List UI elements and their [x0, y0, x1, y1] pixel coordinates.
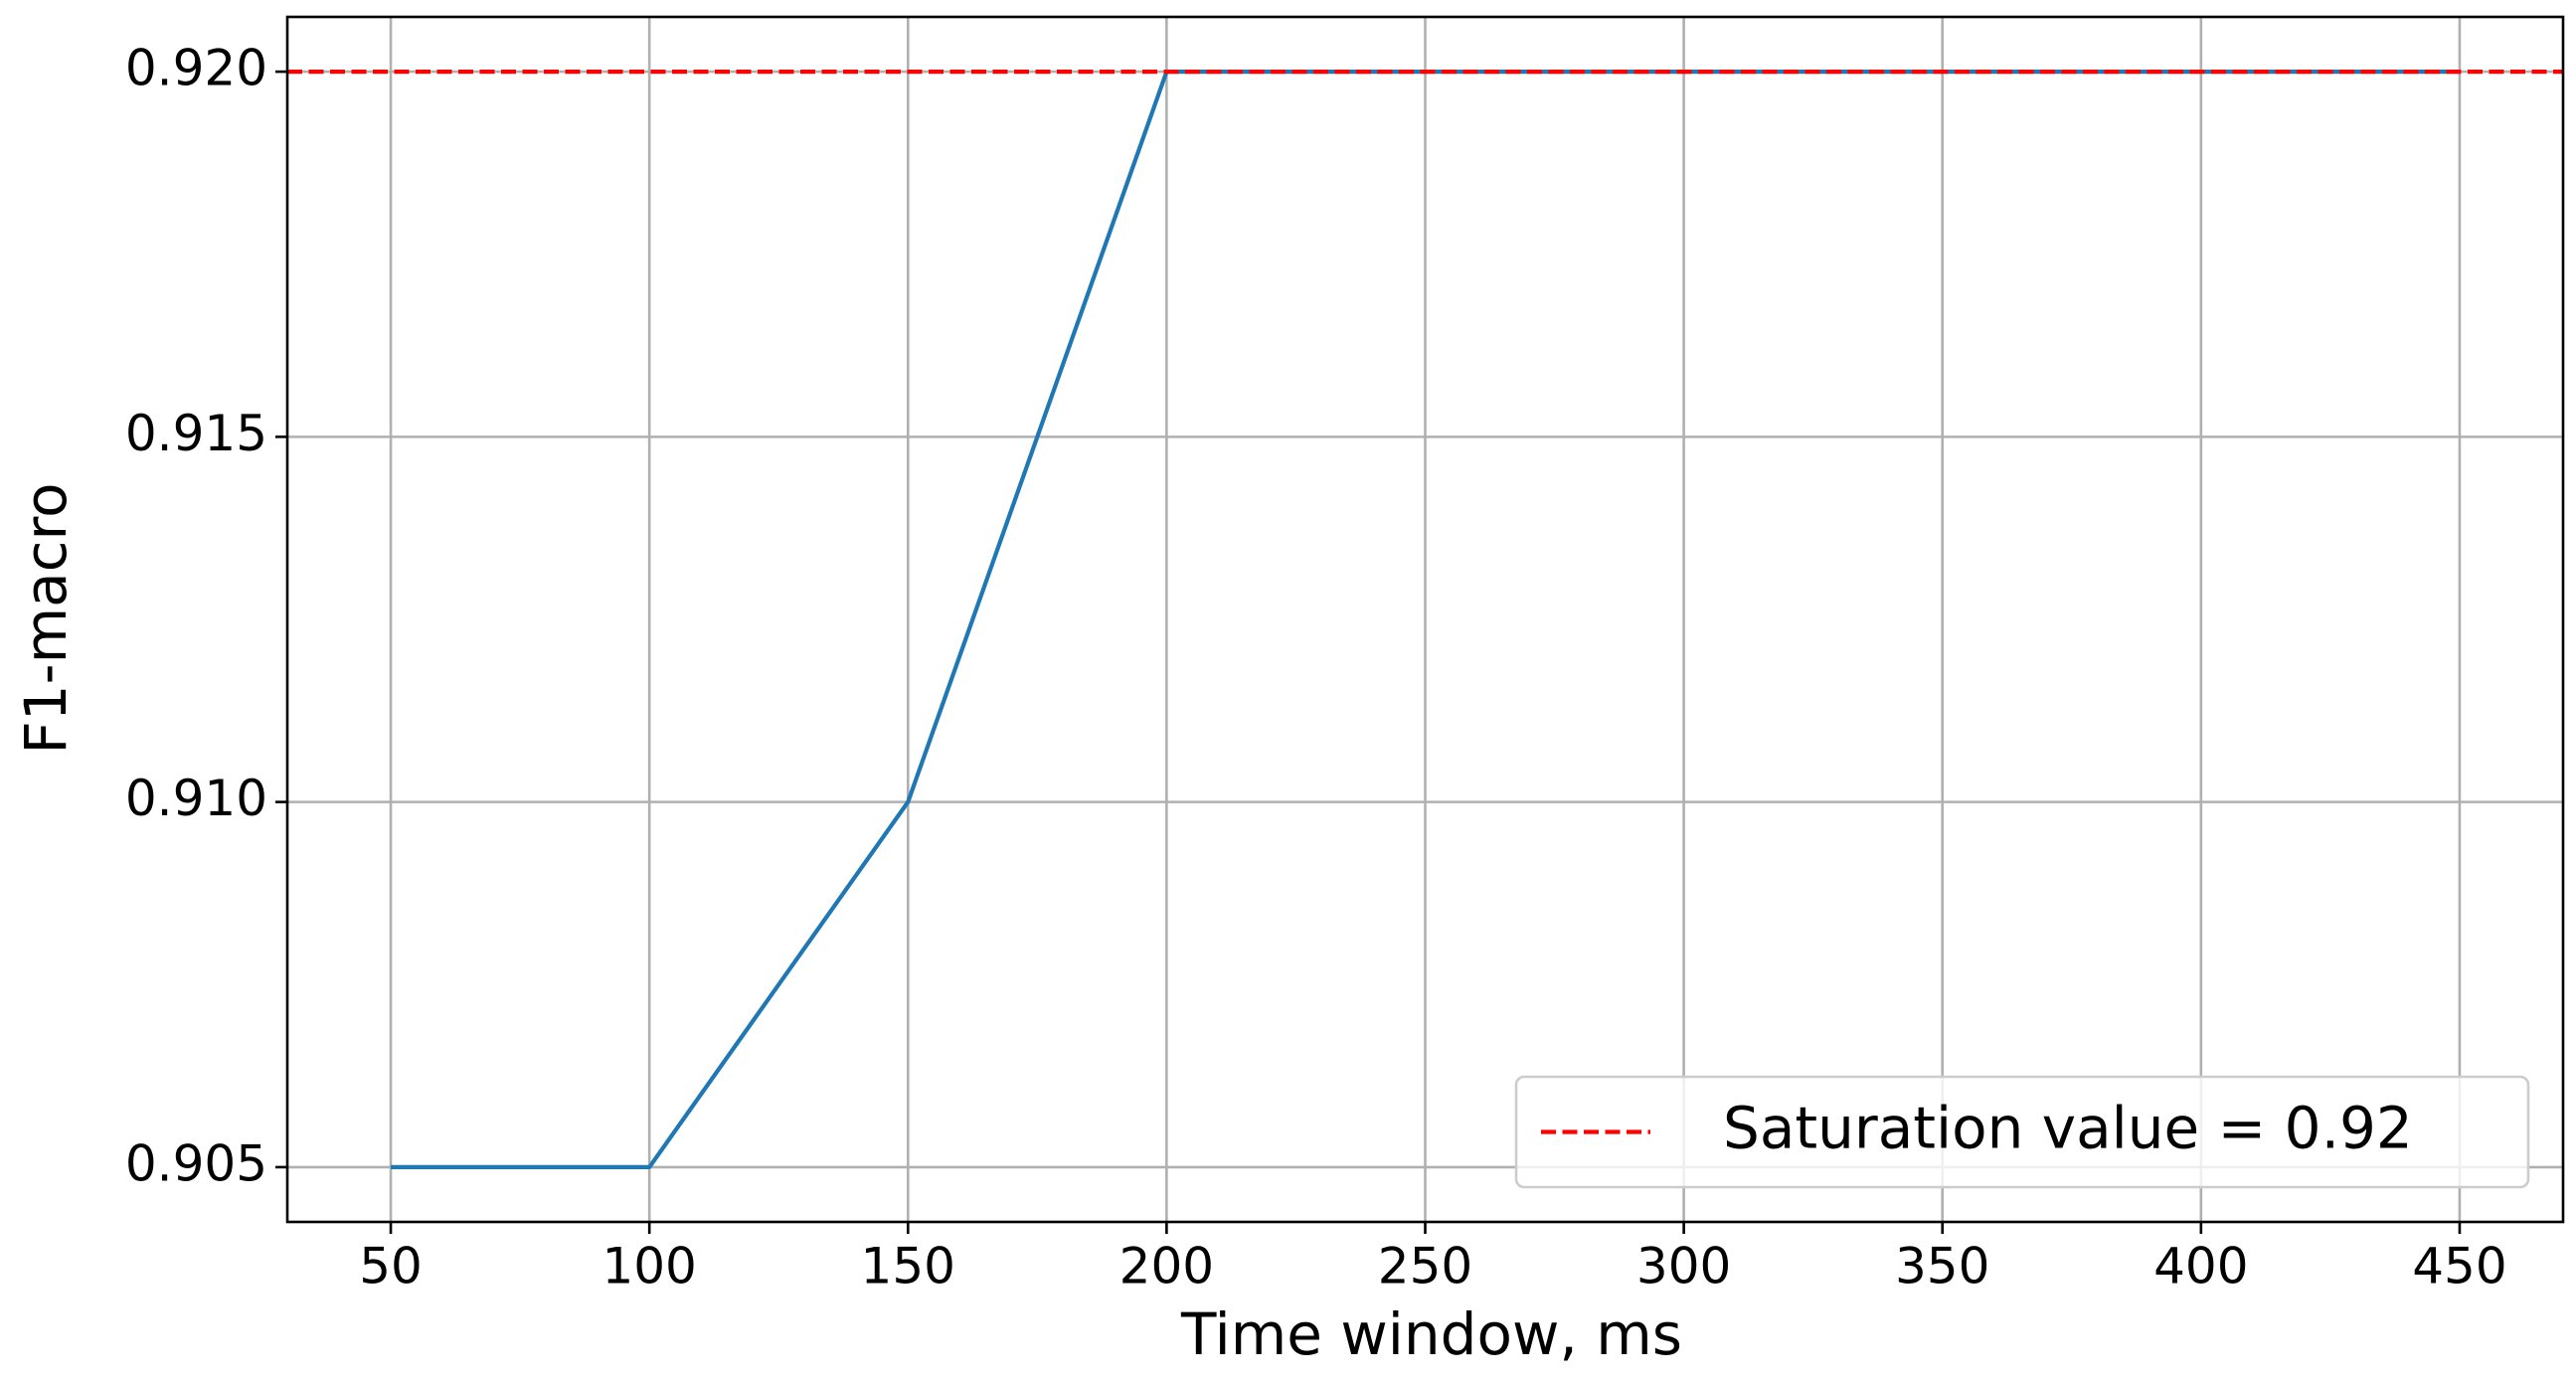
legend-label: Saturation value = 0.92	[1723, 1095, 2413, 1162]
x-tick-label: 50	[359, 1238, 423, 1296]
x-tick-label: 150	[861, 1238, 955, 1296]
y-tick-label: 0.910	[125, 770, 267, 827]
x-tick-label: 400	[2153, 1238, 2248, 1296]
legend-box	[1514, 1075, 2530, 1189]
axes-frame	[285, 15, 2565, 1224]
y-tick-label: 0.905	[125, 1134, 267, 1192]
x-tick-label: 350	[1895, 1238, 1989, 1296]
y-tick-label: 0.920	[125, 40, 267, 97]
y-axis-label: F1-macro	[12, 482, 80, 754]
x-axis-label: Time window, ms	[1180, 1300, 1682, 1368]
y-tick-label: 0.915	[125, 405, 267, 462]
x-tick-label: 450	[2412, 1238, 2506, 1296]
x-tick-label: 300	[1636, 1238, 1731, 1296]
x-tick-label: 200	[1119, 1238, 1214, 1296]
x-tick-label: 250	[1378, 1238, 1472, 1296]
x-tick-label: 100	[601, 1238, 696, 1296]
